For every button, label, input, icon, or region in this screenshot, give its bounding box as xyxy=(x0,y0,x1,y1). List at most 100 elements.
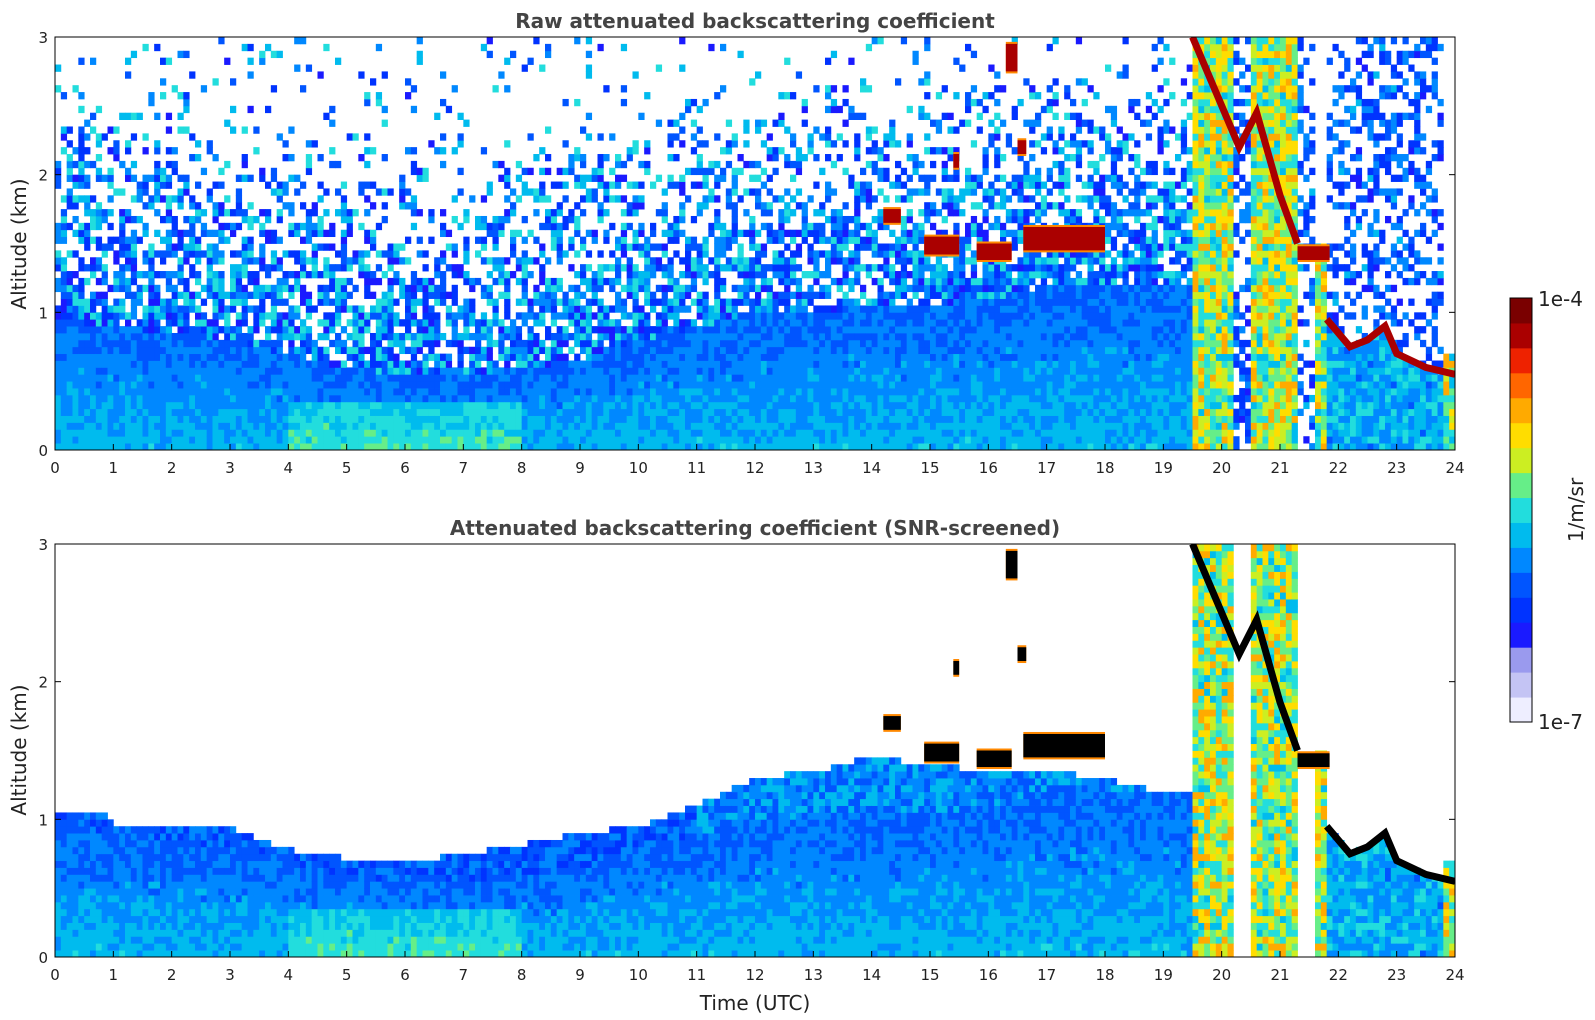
heat-cell xyxy=(731,367,738,375)
heat-cell xyxy=(609,284,616,293)
heat-cell xyxy=(807,326,814,334)
heat-cell xyxy=(364,98,371,107)
heat-cell xyxy=(78,236,85,244)
heat-cell xyxy=(498,215,505,224)
heat-cell xyxy=(276,388,283,396)
heat-cell xyxy=(626,154,633,162)
heat-cell xyxy=(877,374,884,382)
heat-cell xyxy=(632,394,639,403)
heat-cell xyxy=(498,257,505,265)
heat-cell xyxy=(335,394,342,403)
heat-cell xyxy=(510,50,517,59)
heat-cell xyxy=(784,257,791,265)
heat-cell xyxy=(626,346,633,355)
heat-cell xyxy=(387,388,394,396)
heat-cell xyxy=(305,339,313,348)
heat-cell xyxy=(160,167,167,176)
heat-cell xyxy=(469,436,476,444)
heat-cell xyxy=(521,415,528,423)
heat-cell xyxy=(749,78,756,86)
heat-cell xyxy=(766,422,773,430)
heat-cell xyxy=(533,319,540,327)
heat-cell xyxy=(690,167,698,176)
heat-cell xyxy=(457,332,464,341)
heat-cell xyxy=(451,271,458,279)
heat-cell xyxy=(171,367,178,375)
heat-cell xyxy=(609,133,616,141)
heat-cell xyxy=(504,360,511,368)
heat-cell xyxy=(889,126,896,134)
heat-cell xyxy=(119,381,126,389)
heat-cell xyxy=(836,353,843,361)
heat-cell xyxy=(189,332,196,341)
heat-cell xyxy=(440,443,447,450)
heat-cell xyxy=(445,401,453,410)
heat-cell xyxy=(381,381,388,389)
heat-cell xyxy=(515,277,523,286)
heat-cell xyxy=(480,291,488,299)
heat-cell xyxy=(78,105,85,114)
heat-cell xyxy=(95,332,103,341)
heat-cell xyxy=(492,243,499,251)
heat-cell xyxy=(410,209,418,217)
heat-cell xyxy=(305,374,313,382)
heat-cell xyxy=(708,271,715,279)
heat-cell xyxy=(381,422,388,430)
heat-cell xyxy=(918,443,925,450)
heat-cell xyxy=(335,436,342,444)
heat-cell xyxy=(72,408,79,416)
heat-cell xyxy=(317,284,324,293)
heat-cell xyxy=(405,326,412,334)
heat-cell xyxy=(527,312,534,320)
heat-cell xyxy=(644,429,651,437)
heat-cell xyxy=(218,291,225,299)
heat-cell xyxy=(72,339,79,348)
heat-cell xyxy=(445,388,453,396)
heat-cell xyxy=(521,346,528,355)
heat-cell xyxy=(772,388,779,396)
heat-cell xyxy=(136,284,143,293)
heat-cell xyxy=(790,332,797,341)
heat-cell xyxy=(801,346,808,355)
heat-cell xyxy=(673,181,680,189)
heat-cell xyxy=(265,284,272,293)
heat-cell xyxy=(340,250,348,258)
heat-cell xyxy=(667,312,674,320)
heat-cell xyxy=(183,422,190,430)
heat-cell xyxy=(510,346,517,355)
heat-cell xyxy=(486,291,493,299)
heat-cell xyxy=(533,312,540,320)
heat-cell xyxy=(556,415,563,423)
heat-cell xyxy=(935,429,943,437)
heat-cell xyxy=(848,250,855,258)
heat-cell xyxy=(667,443,674,450)
heat-cell xyxy=(813,401,820,410)
heat-cell xyxy=(626,408,633,416)
heat-cell xyxy=(259,264,266,272)
heat-cell xyxy=(819,367,826,375)
heat-cell xyxy=(539,305,546,313)
heat-cell xyxy=(597,381,604,389)
heat-cell xyxy=(836,339,843,348)
heat-cell xyxy=(492,408,499,416)
heat-cell xyxy=(259,167,266,176)
heat-cell xyxy=(183,374,190,382)
heat-cell xyxy=(480,332,488,341)
heat-cell xyxy=(790,429,797,437)
heat-cell xyxy=(807,408,814,416)
heat-cell xyxy=(772,443,779,450)
heat-cell xyxy=(171,429,178,437)
heat-cell xyxy=(521,408,528,416)
heat-cell xyxy=(440,147,447,155)
heat-cell xyxy=(585,339,593,348)
heat-cell xyxy=(90,360,97,368)
heat-cell xyxy=(165,394,173,403)
heat-cell xyxy=(650,388,657,396)
heat-cell xyxy=(253,147,260,155)
heat-cell xyxy=(95,133,103,141)
heat-cell xyxy=(515,257,523,265)
heat-cell xyxy=(825,264,832,272)
heat-cell xyxy=(655,243,663,251)
heat-cell xyxy=(305,415,313,423)
heat-cell xyxy=(510,188,517,196)
